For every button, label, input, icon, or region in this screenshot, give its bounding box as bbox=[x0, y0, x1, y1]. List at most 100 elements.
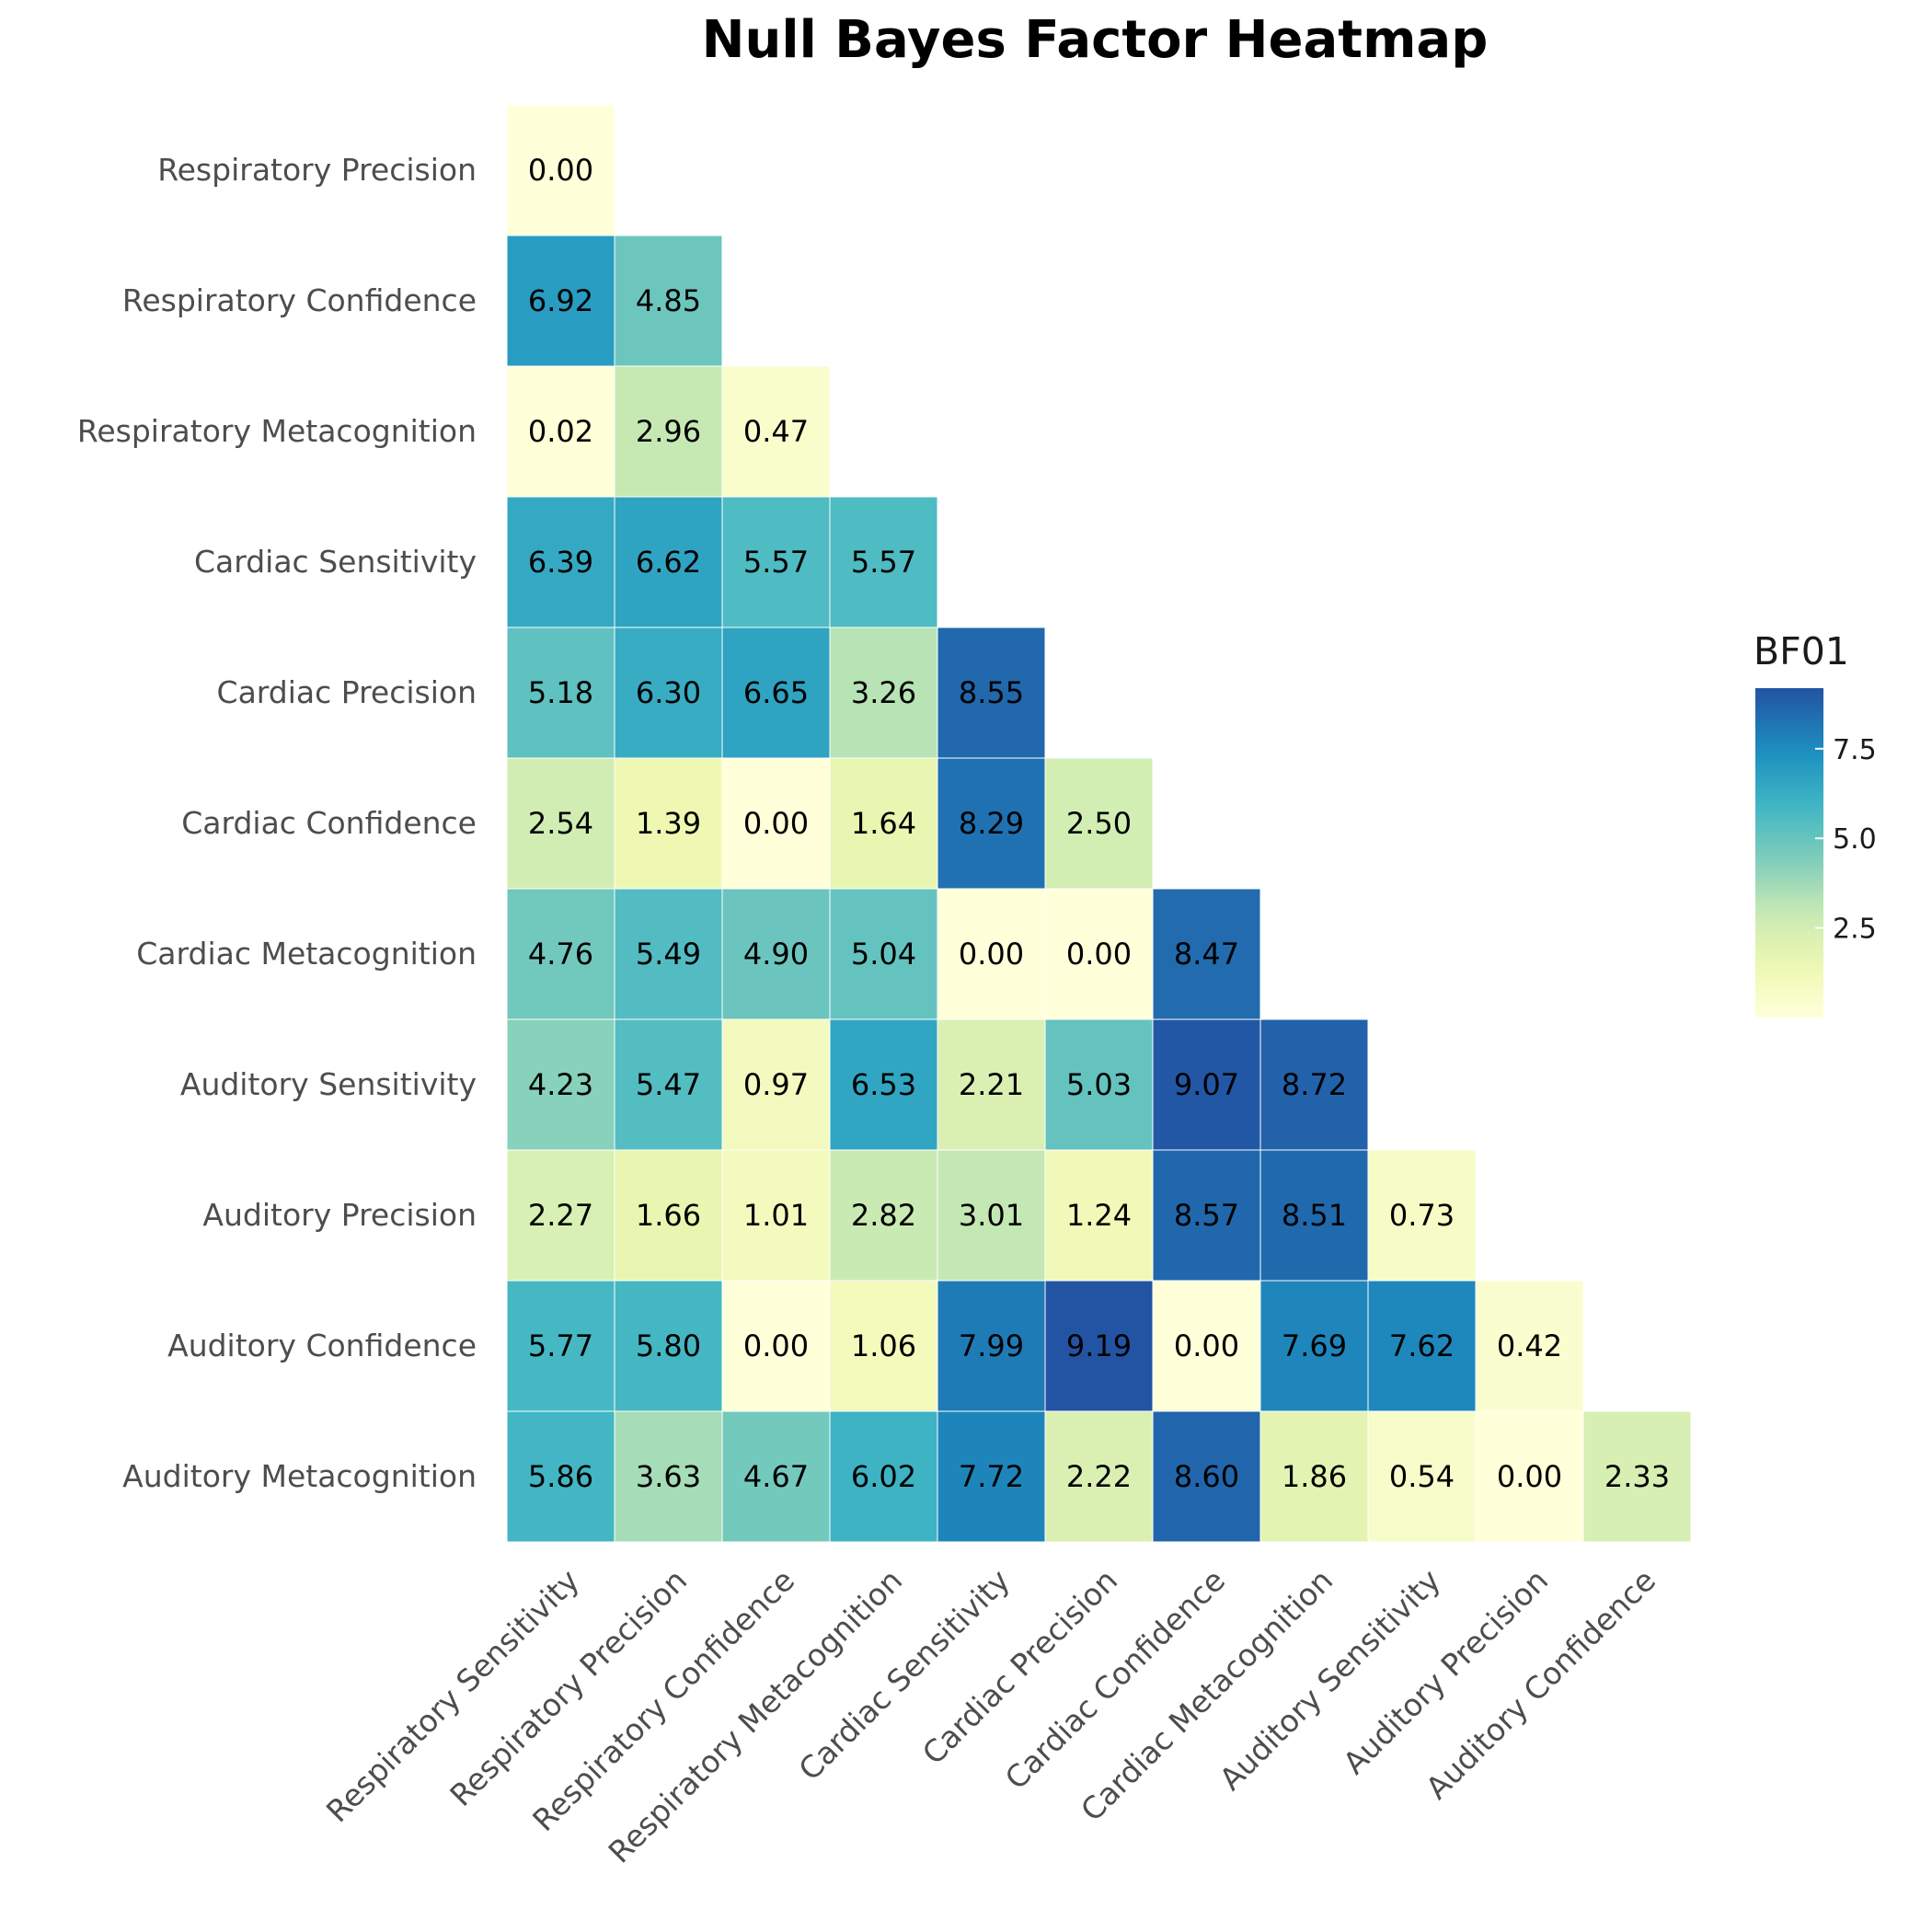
cell-value-label: 7.69 bbox=[1282, 1328, 1347, 1363]
heatmap-cell bbox=[614, 1280, 723, 1412]
heatmap-cell bbox=[1152, 1149, 1261, 1282]
heatmap-cells: 0.00 6.92 4.85 0.02 2.96 0.47 6.39 6.62 5.57 5.57… bbox=[506, 104, 1692, 1543]
heatmap-cell bbox=[506, 757, 615, 890]
cell-value-label: 9.07 bbox=[1174, 1067, 1239, 1102]
cell-value-label: 0.54 bbox=[1389, 1459, 1455, 1494]
heatmap-cell bbox=[1367, 1149, 1477, 1282]
cell-value-label: 5.18 bbox=[528, 675, 593, 710]
chart-title: Null Bayes Factor Heatmap bbox=[702, 10, 1489, 70]
heatmap-cell bbox=[506, 235, 615, 367]
column-label: Cardiac Sensitivity bbox=[791, 1562, 1017, 1788]
row-label: Auditory Precision bbox=[202, 1197, 477, 1233]
cell-value-label: 3.63 bbox=[636, 1459, 701, 1494]
cell-value-label: 2.96 bbox=[636, 414, 701, 449]
heatmap-cell bbox=[829, 1149, 938, 1282]
heatmap-cell bbox=[1582, 1410, 1692, 1543]
heatmap-cell bbox=[721, 1149, 831, 1282]
cell-value-label: 5.80 bbox=[636, 1328, 701, 1363]
cell-value-label: 1.39 bbox=[636, 806, 701, 841]
colorbar-tick-label: 2.5 bbox=[1833, 914, 1877, 946]
cell-value-label: 5.57 bbox=[851, 545, 916, 580]
column-label: Auditory Precision bbox=[1336, 1562, 1555, 1781]
cell-value-label: 5.86 bbox=[528, 1459, 593, 1494]
heatmap-cell bbox=[1259, 1410, 1369, 1543]
colorbar-title: BF01 bbox=[1754, 629, 1849, 673]
heatmap-cell bbox=[721, 1410, 831, 1543]
heatmap-cell bbox=[614, 365, 723, 498]
cell-value-label: 1.06 bbox=[851, 1328, 916, 1363]
cell-value-label: 2.22 bbox=[1066, 1459, 1132, 1494]
row-label: Respiratory Metacognition bbox=[77, 413, 477, 449]
row-label: Respiratory Confidence bbox=[122, 282, 477, 318]
row-label: Cardiac Sensitivity bbox=[194, 544, 477, 580]
cell-value-label: 1.86 bbox=[1282, 1459, 1347, 1494]
heatmap-cell bbox=[829, 757, 938, 890]
heatmap-cell bbox=[1152, 888, 1261, 1020]
cell-value-label: 0.00 bbox=[1174, 1328, 1239, 1363]
cell-value-label: 4.90 bbox=[743, 937, 809, 972]
cell-value-label: 5.77 bbox=[528, 1328, 593, 1363]
heatmap-cell bbox=[506, 1410, 615, 1543]
heatmap-cell bbox=[1152, 1018, 1261, 1151]
cell-value-label: 5.57 bbox=[743, 545, 809, 580]
cell-value-label: 5.04 bbox=[851, 937, 916, 972]
cell-value-label: 5.03 bbox=[1066, 1067, 1132, 1102]
heatmap-cell bbox=[506, 888, 615, 1020]
cell-value-label: 6.30 bbox=[636, 675, 701, 710]
heatmap-cell bbox=[1044, 1280, 1154, 1412]
row-label: Cardiac Metacognition bbox=[136, 936, 477, 972]
cell-value-label: 6.62 bbox=[636, 545, 701, 580]
heatmap-cell bbox=[1044, 1410, 1154, 1543]
cell-value-label: 0.00 bbox=[1066, 937, 1132, 972]
heatmap-cell bbox=[1044, 888, 1154, 1020]
cell-value-label: 2.50 bbox=[1066, 806, 1132, 841]
heatmap-cell bbox=[1152, 1410, 1261, 1543]
row-label: Auditory Confidence bbox=[167, 1328, 477, 1363]
row-label: Respiratory Precision bbox=[157, 152, 477, 188]
heatmap-cell bbox=[829, 496, 938, 628]
cell-value-label: 0.00 bbox=[743, 1328, 809, 1363]
cell-value-label: 3.01 bbox=[959, 1198, 1024, 1233]
heatmap-cell bbox=[614, 888, 723, 1020]
cell-value-label: 0.73 bbox=[1389, 1198, 1455, 1233]
cell-value-label: 0.00 bbox=[1497, 1459, 1562, 1494]
row-labels: Respiratory Precision Respiratory Confide… bbox=[77, 152, 477, 1494]
cell-value-label: 0.42 bbox=[1497, 1328, 1562, 1363]
cell-value-label: 0.00 bbox=[959, 937, 1024, 972]
cell-value-label: 0.02 bbox=[528, 414, 593, 449]
cell-value-label: 4.67 bbox=[743, 1459, 809, 1494]
cell-value-label: 6.02 bbox=[851, 1459, 916, 1494]
cell-value-label: 2.27 bbox=[528, 1198, 593, 1233]
cell-value-label: 4.76 bbox=[528, 937, 593, 972]
column-label: Cardiac Precision bbox=[915, 1562, 1124, 1771]
colorbar-tick-label: 7.5 bbox=[1833, 734, 1877, 766]
heatmap-cell bbox=[937, 1280, 1046, 1412]
cell-value-label: 6.39 bbox=[528, 545, 593, 580]
cell-value-label: 5.49 bbox=[636, 937, 701, 972]
heatmap-cell bbox=[721, 365, 831, 498]
cell-value-label: 7.72 bbox=[959, 1459, 1024, 1494]
heatmap-cell bbox=[721, 1018, 831, 1151]
heatmap-cell bbox=[1044, 1149, 1154, 1282]
cell-value-label: 1.24 bbox=[1066, 1198, 1132, 1233]
colorbar-gradient bbox=[1755, 688, 1823, 1018]
heatmap-cell bbox=[506, 365, 615, 498]
heatmap-cell bbox=[829, 627, 938, 759]
cell-value-label: 4.85 bbox=[636, 283, 701, 318]
heatmap-cell bbox=[614, 1149, 723, 1282]
cell-value-label: 2.82 bbox=[851, 1198, 916, 1233]
heatmap-cell bbox=[829, 1280, 938, 1412]
cell-value-label: 2.33 bbox=[1604, 1459, 1670, 1494]
cell-value-label: 6.65 bbox=[743, 675, 809, 710]
cell-value-label: 6.53 bbox=[851, 1067, 916, 1102]
cell-value-label: 1.66 bbox=[636, 1198, 701, 1233]
cell-value-label: 9.19 bbox=[1066, 1328, 1132, 1363]
cell-value-label: 0.47 bbox=[743, 414, 809, 449]
heatmap-cell bbox=[721, 627, 831, 759]
heatmap-cell bbox=[506, 1149, 615, 1282]
heatmap-cell bbox=[721, 757, 831, 890]
heatmap-cell bbox=[721, 1280, 831, 1412]
row-label: Auditory Metacognition bbox=[122, 1458, 477, 1494]
